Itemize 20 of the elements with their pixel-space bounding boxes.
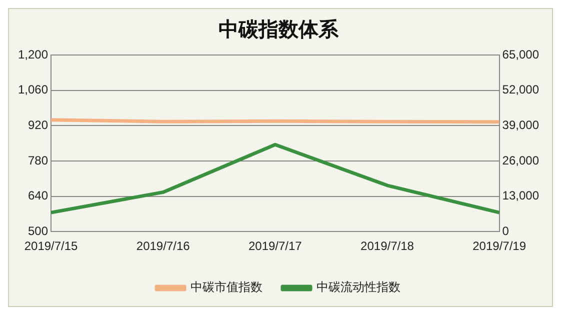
y2-tick-label: 26,000 xyxy=(502,153,540,168)
y2-tick-label: 13,000 xyxy=(502,188,540,203)
y-tick-label: 1,200 xyxy=(18,47,48,62)
legend-label: 中碳市值指数 xyxy=(190,280,262,294)
y-tick-label: 780 xyxy=(28,153,48,168)
y-tick-label: 920 xyxy=(28,118,48,132)
legend-label: 中碳流动性指数 xyxy=(316,280,400,294)
chart-title: 中碳指数体系 xyxy=(218,17,340,42)
x-tick-label: 2019/7/15 xyxy=(24,239,78,254)
y2-tick-label: 65,000 xyxy=(502,47,540,62)
y2-tick-label: 39,000 xyxy=(502,118,540,132)
y-tick-label: 640 xyxy=(28,188,48,203)
x-tick-label: 2019/7/18 xyxy=(360,239,414,254)
x-tick-label: 2019/7/17 xyxy=(248,239,302,254)
y2-tick-label: 0 xyxy=(502,224,510,238)
y-tick-label: 1,060 xyxy=(18,82,48,97)
x-tick-label: 2019/7/16 xyxy=(136,239,190,254)
y-tick-label: 500 xyxy=(28,224,48,238)
x-tick-label: 2019/7/19 xyxy=(472,239,526,254)
y2-tick-label: 52,000 xyxy=(502,82,540,97)
